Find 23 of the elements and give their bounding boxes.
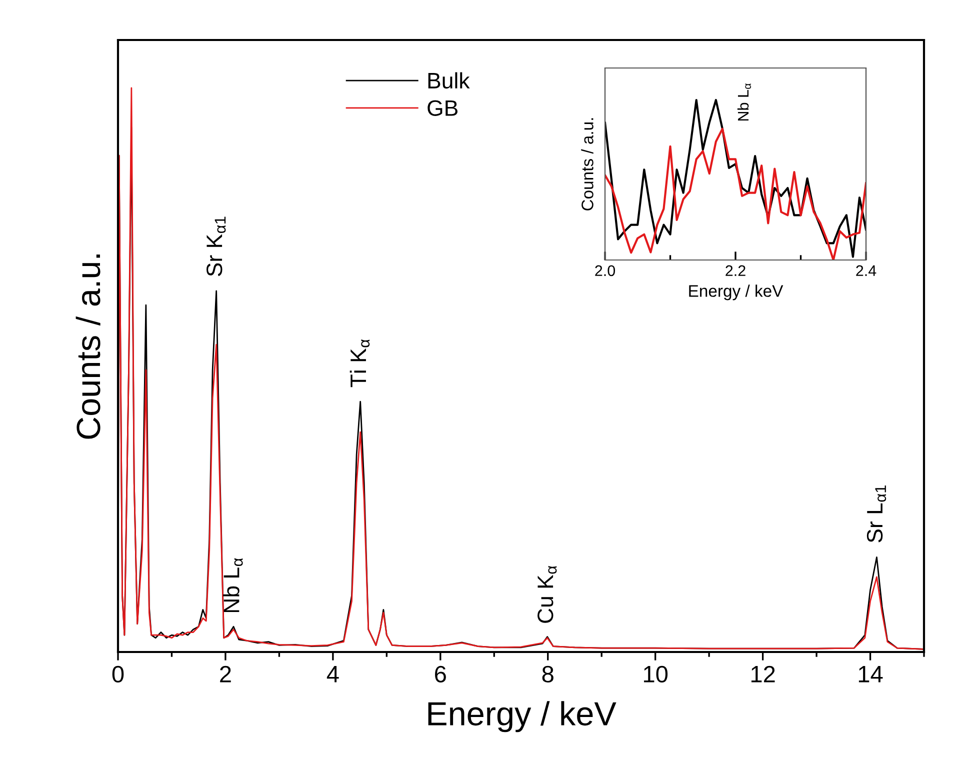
annotation: Ti K$_{α}$	[350, 339, 370, 388]
x-tick-label: 12	[751, 666, 775, 682]
legend-label: Bulk	[428, 72, 470, 89]
legend-label: GB	[428, 100, 458, 116]
annotation: Sr K$_{α1}$	[206, 216, 226, 276]
x-tick-label: 2.0	[595, 265, 616, 276]
x-axis-title: Energy / keV	[689, 284, 784, 300]
annotation: Nb L$_{α}$	[737, 83, 752, 121]
x-tick-label: 10	[644, 666, 668, 683]
x-tick-label: 0	[112, 666, 124, 683]
y-axis-title: Counts / a.u.	[581, 118, 594, 210]
x-tick-label: 14	[858, 666, 883, 682]
y-axis-title: Counts / a.u.	[76, 254, 100, 439]
annotation: Cu K$_{α}$	[538, 566, 557, 623]
annotation: Sr L$_{α1}$	[866, 486, 886, 542]
annotation: Nb L$_{α}$	[223, 558, 243, 612]
x-tick-label: 8	[542, 666, 554, 683]
x-tick-label: 2	[220, 666, 231, 682]
x-axis-title: Energy / keV	[428, 701, 616, 732]
x-tick-label: 2.4	[856, 265, 876, 276]
x-tick-label: 6	[435, 666, 446, 683]
x-tick-label: 4	[326, 666, 339, 682]
x-tick-label: 2.2	[726, 265, 746, 276]
